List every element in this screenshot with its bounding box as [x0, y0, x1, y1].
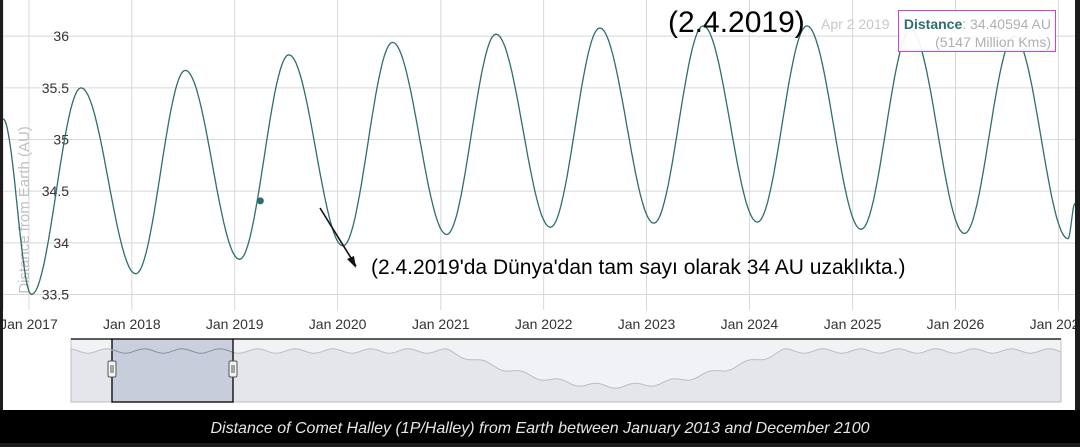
- tooltip-value: : 34.40594 AU: [962, 16, 1051, 32]
- x-tick-label: Jan 2022: [515, 316, 573, 332]
- annotation-arrow: [319, 207, 357, 268]
- x-tick-label: Jan 2021: [412, 316, 470, 332]
- hover-point-marker[interactable]: [256, 197, 264, 205]
- y-tick-label: 36: [53, 28, 69, 44]
- x-tick-label: Jan 2023: [618, 316, 676, 332]
- y-tick-label: 35: [53, 132, 69, 148]
- x-tick-label: Jan 2025: [824, 316, 882, 332]
- navigator-selected-window[interactable]: [111, 338, 234, 403]
- navigator-handle-right[interactable]: [228, 360, 238, 378]
- navigator-selected-series: [111, 348, 233, 354]
- series-distance-line: [2, 25, 1076, 296]
- y-tick-label: 34.5: [42, 183, 69, 199]
- y-tick-labels: 33.5 34 34.5 35 35.5 36: [42, 28, 69, 302]
- tooltip-series-label: Distance: [903, 16, 963, 32]
- y-axis-label: Distance from Earth (AU): [16, 126, 33, 294]
- x-tick-label: Jan 2024: [721, 316, 779, 332]
- y-tick-label: 35.5: [42, 80, 69, 96]
- navigator-handle-left[interactable]: [107, 360, 117, 378]
- chart-frame: 33.5 34 34.5 35 35.5 36 Jan 2017 Jan 2018 Jan 2…: [0, 0, 1080, 410]
- annotation-note: (2.4.2019'da Dünya'dan tam sayı olarak 3…: [371, 256, 906, 279]
- annotation-date: (2.4.2019): [668, 6, 805, 39]
- x-tick-label: Jan 2017: [3, 316, 58, 332]
- tooltip-kms: (5147 Million Kms): [935, 34, 1051, 50]
- tooltip-date: Apr 2 2019: [821, 16, 890, 32]
- x-tick-label: Jan 2018: [103, 316, 161, 332]
- tooltip-box: Distance: 34.40594 AU (5147 Million Kms): [898, 10, 1056, 52]
- chart-caption: Distance of Comet Halley (1P/Halley) fro…: [0, 410, 1080, 443]
- x-tick-labels: Jan 2017 Jan 2018 Jan 2019 Jan 2020 Jan 2021…: [0, 316, 1080, 332]
- x-tick-label: Jan 2026: [927, 316, 985, 332]
- y-tick-label: 34: [53, 235, 69, 251]
- x-tick-label: Jan 2020: [309, 316, 367, 332]
- tooltip-value-line: Distance: 34.40594 AU: [904, 16, 1051, 32]
- x-tick-label: Jan 2027: [1030, 316, 1075, 332]
- navigator[interactable]: [70, 338, 1062, 403]
- x-tick-label: Jan 2019: [206, 316, 264, 332]
- y-tick-label: 33.5: [42, 287, 69, 303]
- grid-lines: [3, 0, 1075, 310]
